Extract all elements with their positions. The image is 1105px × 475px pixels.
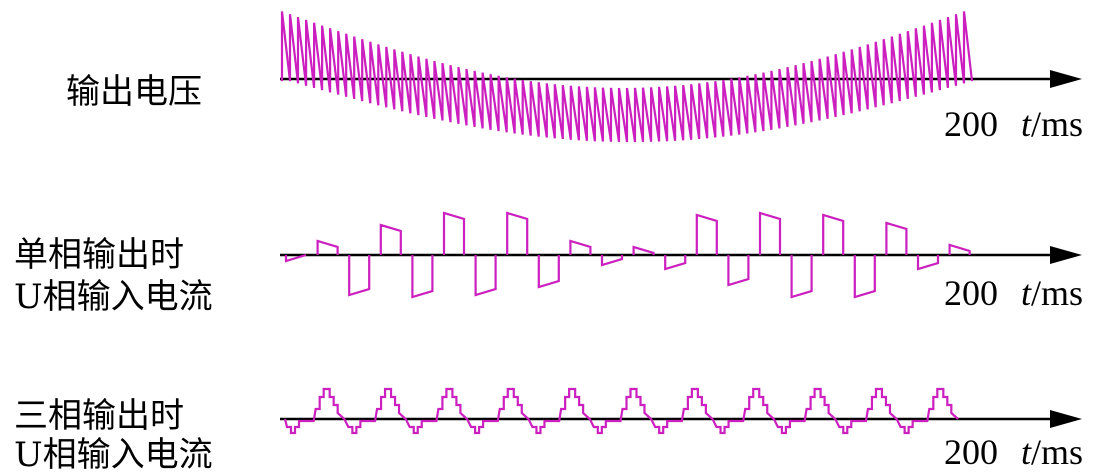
panel-label: 输出电压 [66, 72, 202, 112]
panel-label-line-2: U相输入电流 [14, 277, 213, 317]
output-voltage-waveform [280, 11, 974, 143]
three-phase-current-waveform [283, 387, 959, 435]
panel-output-voltage: 输出电压 200 t/ms [66, 11, 1083, 144]
svg-text:200 t/ms: 200 t/ms [944, 432, 1083, 472]
svg-text:200 t/ms: 200 t/ms [944, 104, 1083, 144]
panel-single-phase-current: 单相输出时 U相输入电流 200 t/ms [14, 211, 1083, 317]
svg-text:200 t/ms: 200 t/ms [944, 273, 1083, 313]
panel-label-line-2: U相输入电流 [14, 435, 213, 475]
x-unit-label: /ms [1031, 104, 1083, 144]
axis-arrowhead [1050, 410, 1082, 428]
axis-arrowhead [1050, 246, 1082, 264]
panel-three-phase-current: 三相输出时 U相输入电流 200 t/ms [14, 387, 1083, 475]
x-end-label: 200 [944, 432, 998, 472]
x-unit-label: /ms [1031, 273, 1083, 313]
x-end-label: 200 [944, 104, 998, 144]
axis-arrowhead [1050, 70, 1082, 88]
panel-label-line-1: 单相输出时 [14, 235, 184, 275]
x-end-label: 200 [944, 273, 998, 313]
single-phase-current-waveform [284, 211, 971, 299]
x-var-label: t [1021, 104, 1032, 144]
x-var-label: t [1021, 273, 1032, 313]
x-unit-label: /ms [1031, 432, 1083, 472]
panel-label-line-1: 三相输出时 [14, 396, 184, 436]
x-var-label: t [1021, 432, 1032, 472]
